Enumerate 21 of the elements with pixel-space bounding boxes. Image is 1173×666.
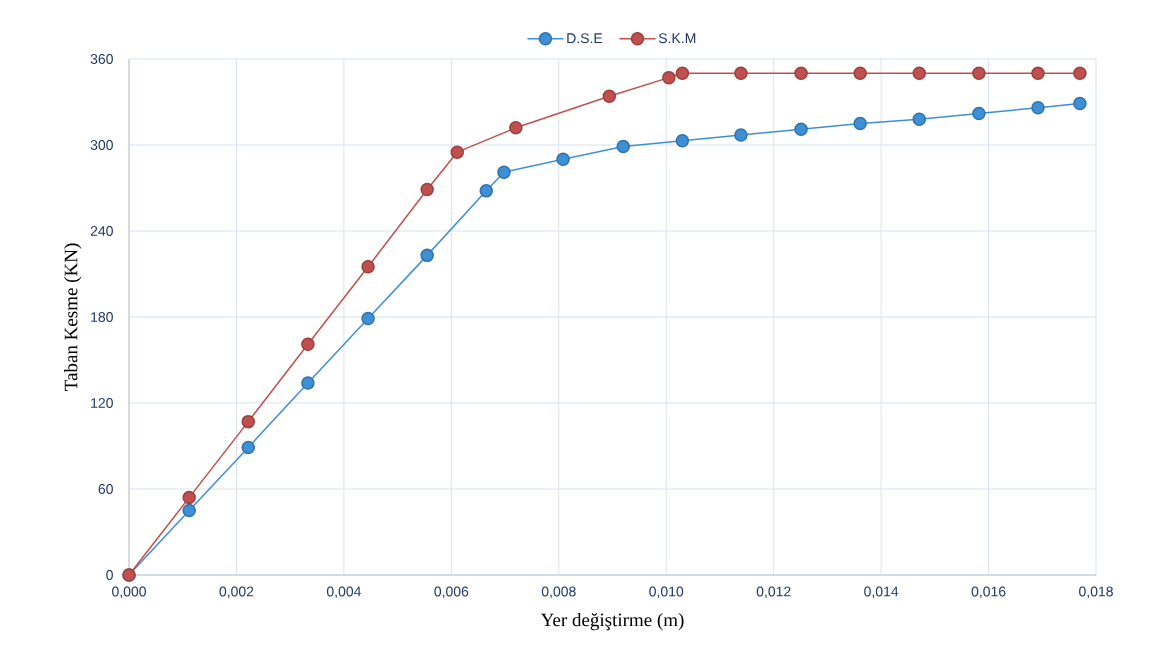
legend-label: D.S.E	[567, 33, 603, 44]
x-axis-title: Yer değiştirme (m)	[540, 612, 684, 631]
x-tick-label: 0,004	[326, 586, 361, 599]
x-tick-label: 0,006	[434, 586, 469, 599]
y-axis-title: Taban Kesme (KN)	[64, 243, 82, 391]
x-tick-label: 0,012	[756, 586, 791, 599]
y-tick-label: 300	[90, 140, 113, 150]
y-tick-label: 240	[90, 226, 113, 236]
x-tick-label: 0,008	[541, 586, 576, 599]
y-tick-label: 120	[91, 398, 113, 408]
x-tick-label: 0,018	[1079, 586, 1113, 599]
legend-label: S.K.M	[658, 33, 696, 44]
x-tick-label: 0,000	[112, 586, 146, 599]
y-tick-label: 180	[91, 312, 113, 322]
x-tick-label: 0,016	[971, 586, 1006, 599]
y-tick-label: 360	[90, 54, 113, 64]
x-tick-label: 0,002	[219, 586, 254, 599]
y-tick-label: 60	[98, 484, 113, 494]
x-tick-label: 0,014	[864, 586, 899, 599]
x-tick-label: 0,010	[649, 586, 684, 599]
y-tick-label: 0	[106, 570, 113, 580]
